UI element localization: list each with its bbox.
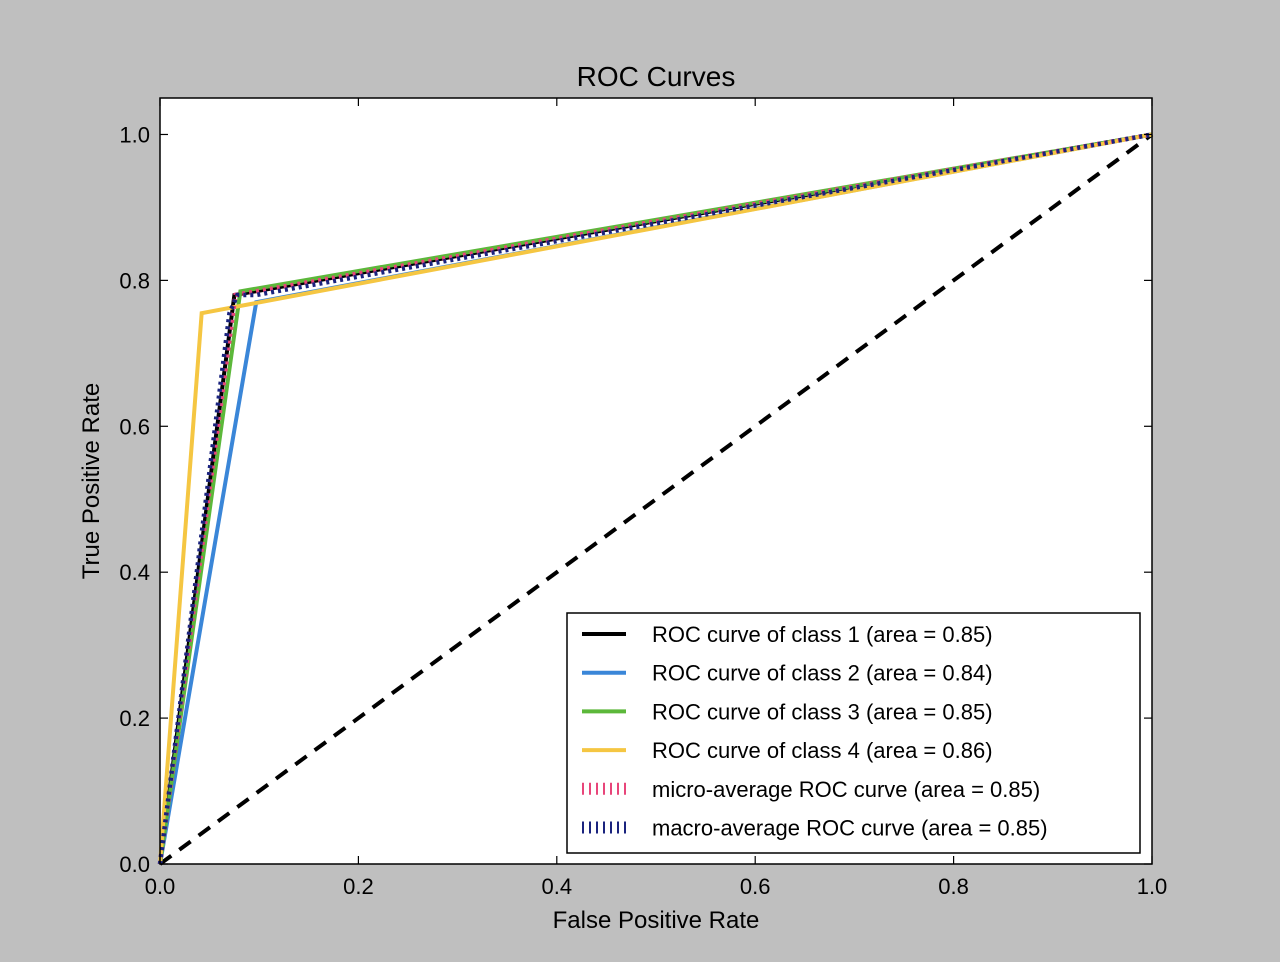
- legend-label-6: macro-average ROC curve (area = 0.85): [652, 816, 1048, 841]
- series-line-6: [157, 132, 1153, 865]
- chart-title: ROC Curves: [577, 61, 736, 92]
- plot-frame: [159, 97, 1153, 865]
- y-axis-label: True Positive Rate: [78, 383, 105, 580]
- series-line-4: [158, 132, 1153, 865]
- x-tick-label: 0.8: [938, 874, 969, 899]
- y-tick-label: 0.4: [119, 560, 150, 585]
- x-tick-label: 1.0: [1137, 874, 1168, 899]
- legend-label-3: ROC curve of class 3 (area = 0.85): [652, 699, 993, 724]
- x-tick-label: 0.2: [343, 874, 374, 899]
- legend-label-5: micro-average ROC curve (area = 0.85): [652, 777, 1040, 802]
- x-tick-label: 0.6: [740, 874, 771, 899]
- x-tick-label: 0.4: [542, 874, 573, 899]
- x-axis-label: False Positive Rate: [553, 907, 760, 934]
- reference-line: [158, 132, 1154, 866]
- y-tick-label: 0.0: [119, 852, 150, 877]
- axis-ticks: 0.0 0.2 0.4 0.6 0.8 1.0 0.0 0.2 0.4 0.6 0.8 1.0: [119, 98, 1167, 899]
- legend-label-1: ROC curve of class 1 (area = 0.85): [652, 622, 993, 647]
- y-tick-label: 0.2: [119, 706, 150, 731]
- y-tick-label: 0.8: [119, 268, 150, 293]
- legend-label-4: ROC curve of class 4 (area = 0.86): [652, 738, 993, 763]
- legend-box: [566, 612, 1141, 854]
- series-line-3: [158, 132, 1153, 865]
- x-tick-label: 0.0: [145, 874, 176, 899]
- curves-layer: [157, 132, 1154, 866]
- legend-label-2: ROC curve of class 2 (area = 0.84): [652, 661, 993, 686]
- y-tick-label: 1.0: [119, 122, 150, 147]
- y-tick-label: 0.6: [119, 414, 150, 439]
- legend: ROC curve of class 1 (area = 0.85) ROC cu…: [566, 612, 1141, 854]
